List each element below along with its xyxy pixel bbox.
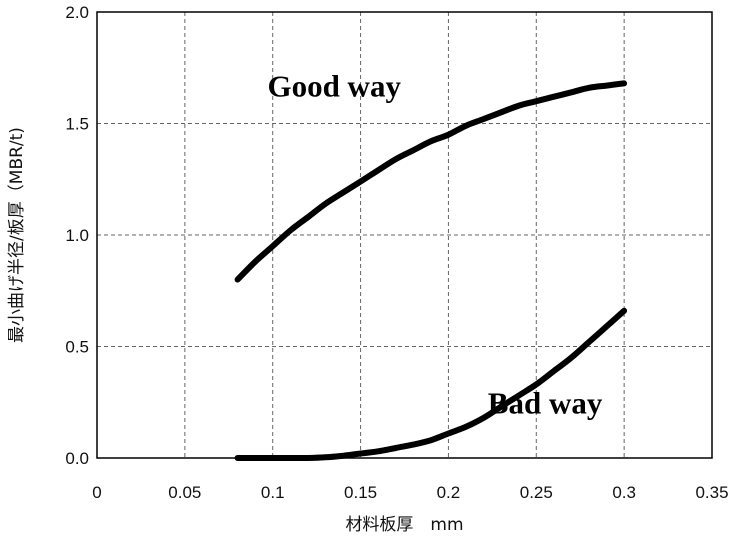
annotation-layer: Good way Bad way: [267, 69, 602, 421]
series-line-good-way: [234, 80, 628, 283]
x-tick-label: 0.15: [344, 483, 377, 502]
x-tick-label: 0: [92, 483, 101, 502]
tick-label-layer: 0 0.05 0.1 0.15 0.2 0.25 0.3 0.35 0.0 0.5 1.0 1.5 2.…: [65, 3, 728, 502]
y-tick-label: 0.0: [65, 449, 89, 468]
x-axis-title: 材料板厚 mm: [345, 515, 463, 535]
series-line-bad-way: [234, 307, 628, 462]
x-tick-label: 0.3: [612, 483, 636, 502]
y-tick-label: 0.5: [65, 338, 89, 357]
y-axis-title: 最小曲げ半径/板厚（MBR/t): [7, 127, 27, 343]
y-tick-label: 2.0: [65, 3, 89, 22]
x-tick-label: 0.2: [437, 483, 461, 502]
x-tick-label: 0.35: [695, 483, 728, 502]
x-tick-label: 0.1: [261, 483, 285, 502]
x-tick-label: 0.25: [520, 483, 553, 502]
y-tick-label: 1.0: [65, 226, 89, 245]
grid-layer: [97, 12, 712, 458]
annotation-bad-way: Bad way: [488, 385, 603, 420]
plot-area-frame: [96, 11, 713, 459]
annotation-good-way: Good way: [267, 69, 401, 104]
series-layer: [234, 80, 628, 462]
y-tick-label: 1.5: [65, 115, 89, 134]
x-tick-label: 0.05: [168, 483, 201, 502]
